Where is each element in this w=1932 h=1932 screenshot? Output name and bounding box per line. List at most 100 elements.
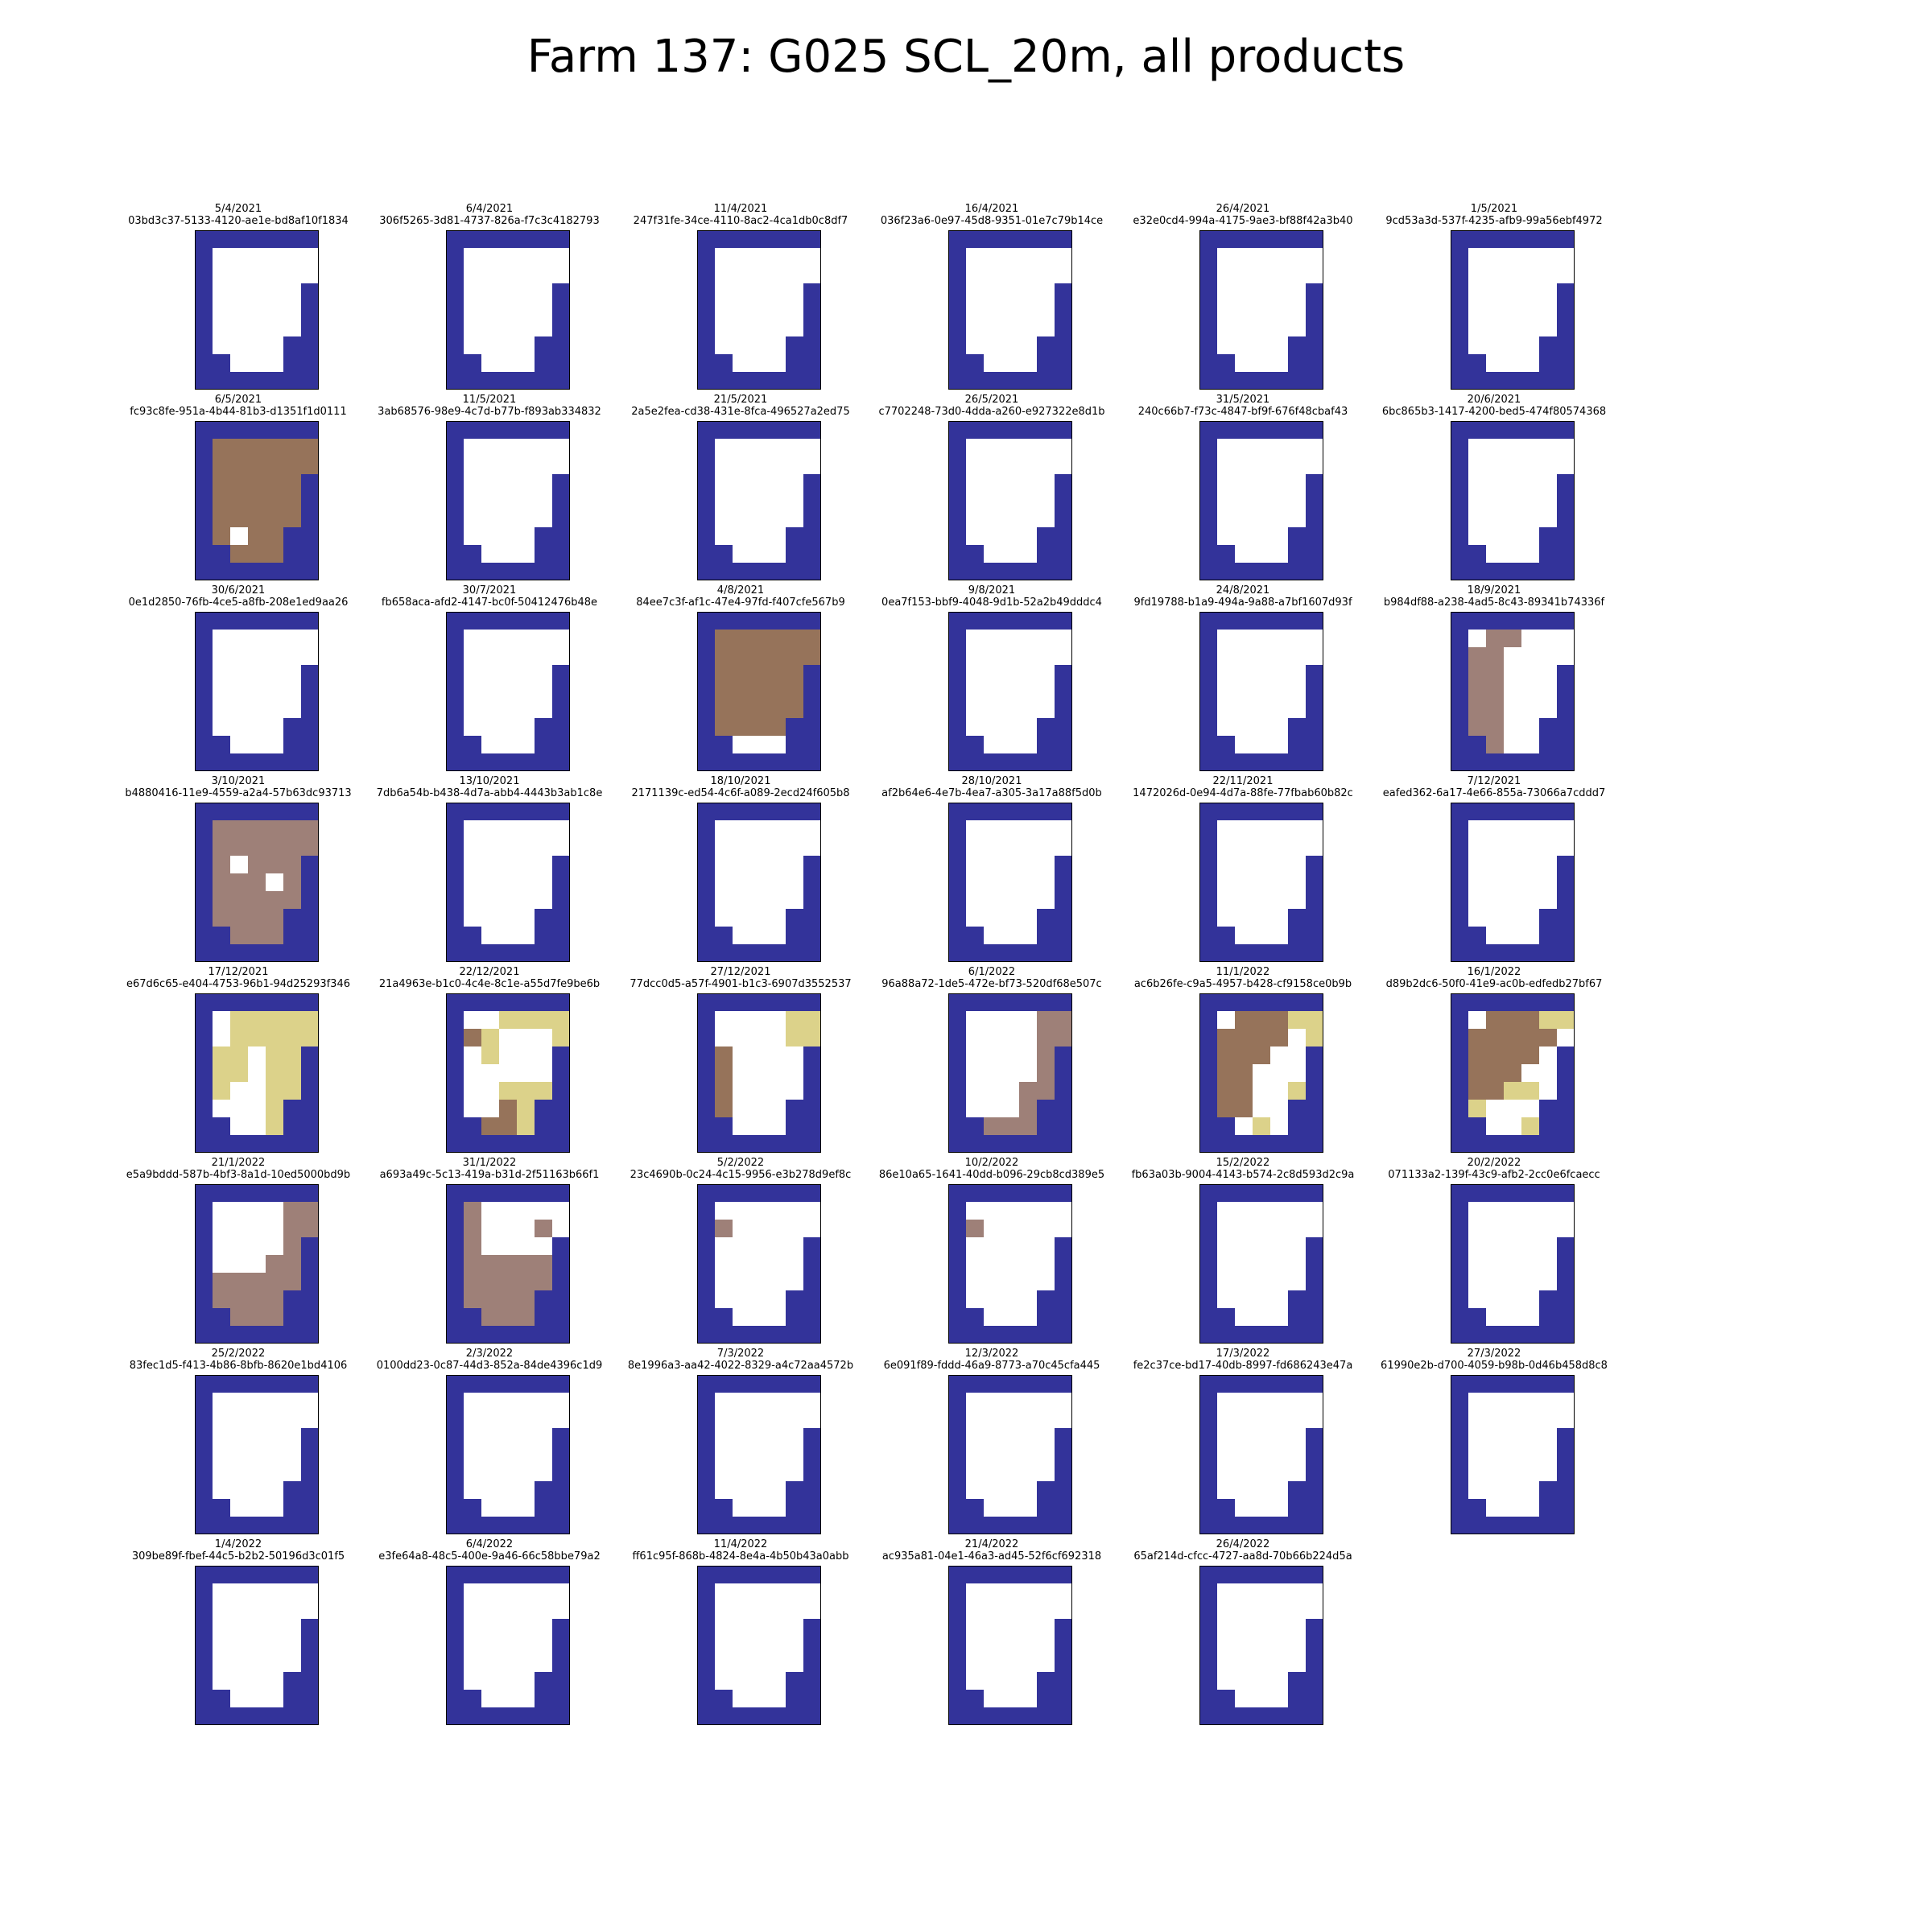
heatmap-cell xyxy=(517,718,535,736)
heatmap-cell xyxy=(464,248,481,266)
heatmap-cell xyxy=(248,1100,266,1117)
heatmap-cell xyxy=(517,1255,535,1273)
heatmap-cell xyxy=(768,1446,786,1463)
heatmap-cell xyxy=(1253,1428,1270,1446)
heatmap-cell xyxy=(481,803,499,820)
heatmap-cell xyxy=(464,803,481,820)
heatmap-cell xyxy=(446,1583,464,1601)
heatmap-cell xyxy=(266,1410,283,1428)
heatmap-cell xyxy=(1486,1481,1504,1499)
panel-frame xyxy=(948,1184,1072,1344)
heatmap-cell xyxy=(301,718,319,736)
heatmap-cell xyxy=(966,1117,984,1135)
heatmap-cell xyxy=(786,1517,803,1534)
heatmap-cell xyxy=(230,753,248,771)
heatmap-cell xyxy=(697,1410,715,1428)
heatmap-cell xyxy=(535,1100,552,1117)
heatmap-cell xyxy=(283,1273,301,1290)
heatmap-cell xyxy=(1504,1393,1521,1410)
heatmap-cell xyxy=(248,1583,266,1601)
heatmap-cell xyxy=(1019,301,1037,319)
heatmap-cell xyxy=(948,1481,966,1499)
heatmap-cell xyxy=(552,1446,570,1463)
heatmap-cell xyxy=(1055,1428,1072,1446)
heatmap-cell xyxy=(697,1046,715,1064)
heatmap-cell xyxy=(1306,1237,1323,1255)
heatmap-cell xyxy=(499,1237,517,1255)
heatmap-cell xyxy=(464,1690,481,1707)
heatmap-cell xyxy=(1451,803,1468,820)
heatmap-cell xyxy=(1001,1255,1019,1273)
heatmap-cell xyxy=(301,820,319,838)
scl-heatmap xyxy=(195,993,319,1153)
heatmap-cell xyxy=(213,1273,230,1290)
panel-date: 1/5/2021 xyxy=(1470,203,1518,215)
heatmap-cell xyxy=(1235,319,1253,336)
heatmap-cell xyxy=(750,1690,768,1707)
panel-frame xyxy=(697,803,821,962)
heatmap-cell xyxy=(195,753,213,771)
heatmap-cell xyxy=(750,718,768,736)
heatmap-cell xyxy=(1486,1237,1504,1255)
heatmap-cell xyxy=(984,1273,1001,1290)
heatmap-cell xyxy=(786,1220,803,1237)
heatmap-cell xyxy=(1217,1100,1235,1117)
heatmap-cell xyxy=(786,1481,803,1499)
panel-date: 6/5/2021 xyxy=(214,394,262,406)
heatmap-cell xyxy=(966,1637,984,1654)
heatmap-cell xyxy=(195,1326,213,1344)
heatmap-cell xyxy=(1055,1326,1072,1344)
heatmap-cell xyxy=(1001,1499,1019,1517)
heatmap-cell xyxy=(1504,665,1521,683)
heatmap-cell xyxy=(1306,1517,1323,1534)
heatmap-cell xyxy=(1451,856,1468,873)
heatmap-cell xyxy=(984,873,1001,891)
heatmap-cell xyxy=(1306,803,1323,820)
heatmap-cell xyxy=(213,439,230,456)
heatmap-cell xyxy=(1037,230,1055,248)
heatmap-cell xyxy=(715,510,733,527)
heatmap-cell xyxy=(786,718,803,736)
heatmap-cell xyxy=(948,301,966,319)
heatmap-cell xyxy=(803,1135,821,1153)
heatmap-cell xyxy=(1270,856,1288,873)
heatmap-cell xyxy=(481,1566,499,1583)
heatmap-cell xyxy=(1521,319,1539,336)
heatmap-cell xyxy=(768,700,786,718)
heatmap-cell xyxy=(1468,1410,1486,1428)
heatmap-cell xyxy=(1037,1100,1055,1117)
heatmap-cell xyxy=(1253,563,1270,580)
heatmap-cell xyxy=(1270,1202,1288,1220)
heatmap-cell xyxy=(195,1184,213,1202)
heatmap-cell xyxy=(1270,319,1288,336)
heatmap-cell xyxy=(1504,1255,1521,1273)
heatmap-cell xyxy=(1504,1202,1521,1220)
heatmap-cell xyxy=(1055,803,1072,820)
heatmap-cell xyxy=(266,372,283,390)
heatmap-cell xyxy=(966,665,984,683)
heatmap-cell xyxy=(1019,873,1037,891)
heatmap-cell xyxy=(1019,803,1037,820)
heatmap-cell xyxy=(948,927,966,944)
heatmap-cell xyxy=(1486,820,1504,838)
heatmap-cell xyxy=(213,647,230,665)
heatmap-cell xyxy=(1270,510,1288,527)
heatmap-cell xyxy=(213,1100,230,1117)
heatmap-cell xyxy=(1235,1082,1253,1100)
heatmap-cell xyxy=(499,665,517,683)
heatmap-cell xyxy=(535,700,552,718)
heatmap-cell xyxy=(1199,1375,1217,1393)
heatmap-cell xyxy=(1055,1220,1072,1237)
panel-product-id: 21a4963e-b1c0-4c4e-8c1e-a55d7fe9be6b xyxy=(378,978,601,990)
heatmap-cell xyxy=(1037,1446,1055,1463)
heatmap-cell xyxy=(213,1672,230,1690)
heatmap-cell xyxy=(1019,1601,1037,1619)
heatmap-cell xyxy=(535,1601,552,1619)
heatmap-cell xyxy=(1306,336,1323,354)
heatmap-cell xyxy=(1217,1601,1235,1619)
heatmap-cell xyxy=(1001,1463,1019,1481)
heatmap-cell xyxy=(768,1290,786,1308)
heatmap-cell xyxy=(1253,1237,1270,1255)
heatmap-cell xyxy=(1468,1273,1486,1290)
heatmap-cell xyxy=(1199,1290,1217,1308)
